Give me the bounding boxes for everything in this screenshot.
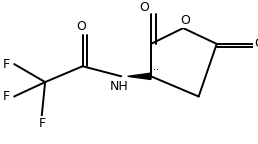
Text: F: F	[3, 90, 10, 103]
Text: NH: NH	[110, 80, 128, 93]
Text: F: F	[39, 117, 46, 130]
Text: ···: ···	[150, 65, 159, 75]
Text: O: O	[254, 37, 258, 50]
Text: O: O	[180, 14, 190, 27]
Text: O: O	[76, 20, 86, 33]
Polygon shape	[128, 73, 151, 79]
Text: O: O	[139, 1, 149, 14]
Text: F: F	[3, 58, 10, 71]
